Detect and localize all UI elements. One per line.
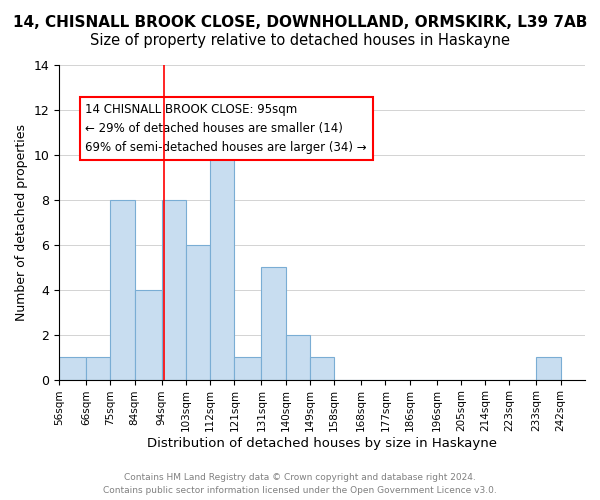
Bar (262, 267, 286, 380)
Bar (235, 357, 262, 380)
Bar (286, 334, 310, 380)
Bar (536, 357, 561, 380)
Bar (134, 290, 161, 380)
Bar (210, 110, 235, 380)
Bar (59, 357, 86, 380)
Text: Contains HM Land Registry data © Crown copyright and database right 2024.
Contai: Contains HM Land Registry data © Crown c… (103, 474, 497, 495)
Bar (110, 200, 134, 380)
Y-axis label: Number of detached properties: Number of detached properties (15, 124, 28, 321)
Bar (161, 200, 186, 380)
Text: 14, CHISNALL BROOK CLOSE, DOWNHOLLAND, ORMSKIRK, L39 7AB: 14, CHISNALL BROOK CLOSE, DOWNHOLLAND, O… (13, 15, 587, 30)
Bar (86, 357, 110, 380)
Text: 14 CHISNALL BROOK CLOSE: 95sqm
← 29% of detached houses are smaller (14)
69% of : 14 CHISNALL BROOK CLOSE: 95sqm ← 29% of … (85, 103, 367, 154)
X-axis label: Distribution of detached houses by size in Haskayne: Distribution of detached houses by size … (147, 437, 497, 450)
Text: Size of property relative to detached houses in Haskayne: Size of property relative to detached ho… (90, 32, 510, 48)
Bar (186, 245, 210, 380)
Bar (310, 357, 334, 380)
